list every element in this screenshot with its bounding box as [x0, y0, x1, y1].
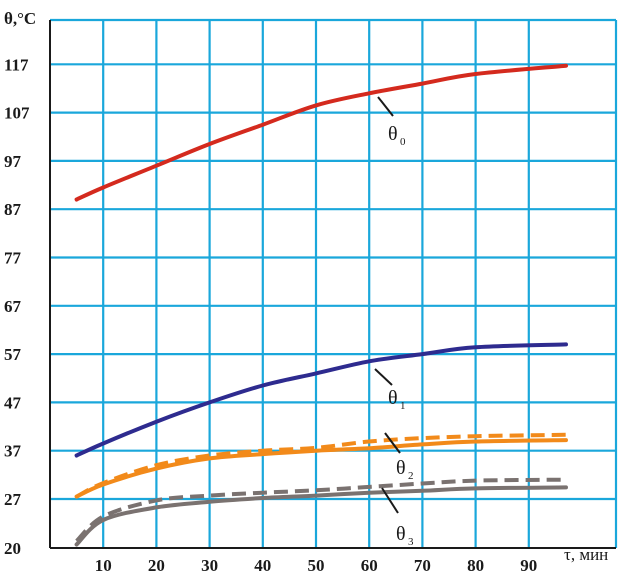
- x-tick-label-50: 50: [308, 556, 325, 575]
- y-tick-label-67: 67: [4, 297, 22, 316]
- series-label-1: θ: [388, 387, 398, 409]
- x-axis-label: τ, мин: [564, 545, 608, 564]
- label-leader-0: [377, 96, 394, 117]
- label-leader-2: [384, 432, 401, 454]
- series-line-5: [75, 477, 567, 543]
- series-label-sub-2: 2: [408, 470, 414, 482]
- series-line-2: [74, 438, 568, 499]
- series-label-4: θ: [396, 523, 406, 545]
- x-tick-label-80: 80: [467, 556, 484, 575]
- y-tick-label-20: 20: [4, 539, 21, 558]
- y-tick-label-77: 77: [4, 249, 22, 268]
- grid: [50, 18, 618, 548]
- series-lines: [74, 63, 568, 547]
- y-tick-label-57: 57: [4, 345, 22, 364]
- y-tick-label-27: 27: [4, 490, 22, 509]
- y-tick-label-37: 37: [4, 442, 22, 461]
- series-label-sub-1: 1: [400, 400, 406, 412]
- series-label-2: θ: [396, 457, 406, 479]
- y-tick-label-47: 47: [4, 393, 22, 412]
- x-tick-label-40: 40: [254, 556, 271, 575]
- x-tick-label-90: 90: [520, 556, 537, 575]
- series-line-0: [74, 63, 568, 202]
- series-label-0: θ: [388, 123, 398, 145]
- y-tick-label-107: 107: [4, 104, 30, 123]
- series-line-4: [74, 485, 568, 547]
- axes: [49, 20, 616, 549]
- y-tick-label-97: 97: [4, 152, 22, 171]
- label-leader-4: [381, 487, 399, 514]
- x-tick-label-70: 70: [414, 556, 431, 575]
- label-leader-1: [374, 368, 393, 386]
- x-tick-label-30: 30: [201, 556, 218, 575]
- series-labels: θ 0θ 1θ 2θ 3: [374, 96, 414, 548]
- series-label-sub-4: 3: [408, 536, 414, 548]
- x-tick-label-20: 20: [148, 556, 165, 575]
- series-line-3: [75, 432, 567, 499]
- x-tick-label-10: 10: [95, 556, 112, 575]
- series-label-sub-0: 0: [400, 136, 406, 148]
- y-tick-label-87: 87: [4, 200, 22, 219]
- series-line-1: [74, 342, 568, 458]
- y-axis-label: θ,°C: [4, 9, 36, 28]
- y-tick-label-117: 117: [4, 55, 29, 74]
- x-tick-label-60: 60: [361, 556, 378, 575]
